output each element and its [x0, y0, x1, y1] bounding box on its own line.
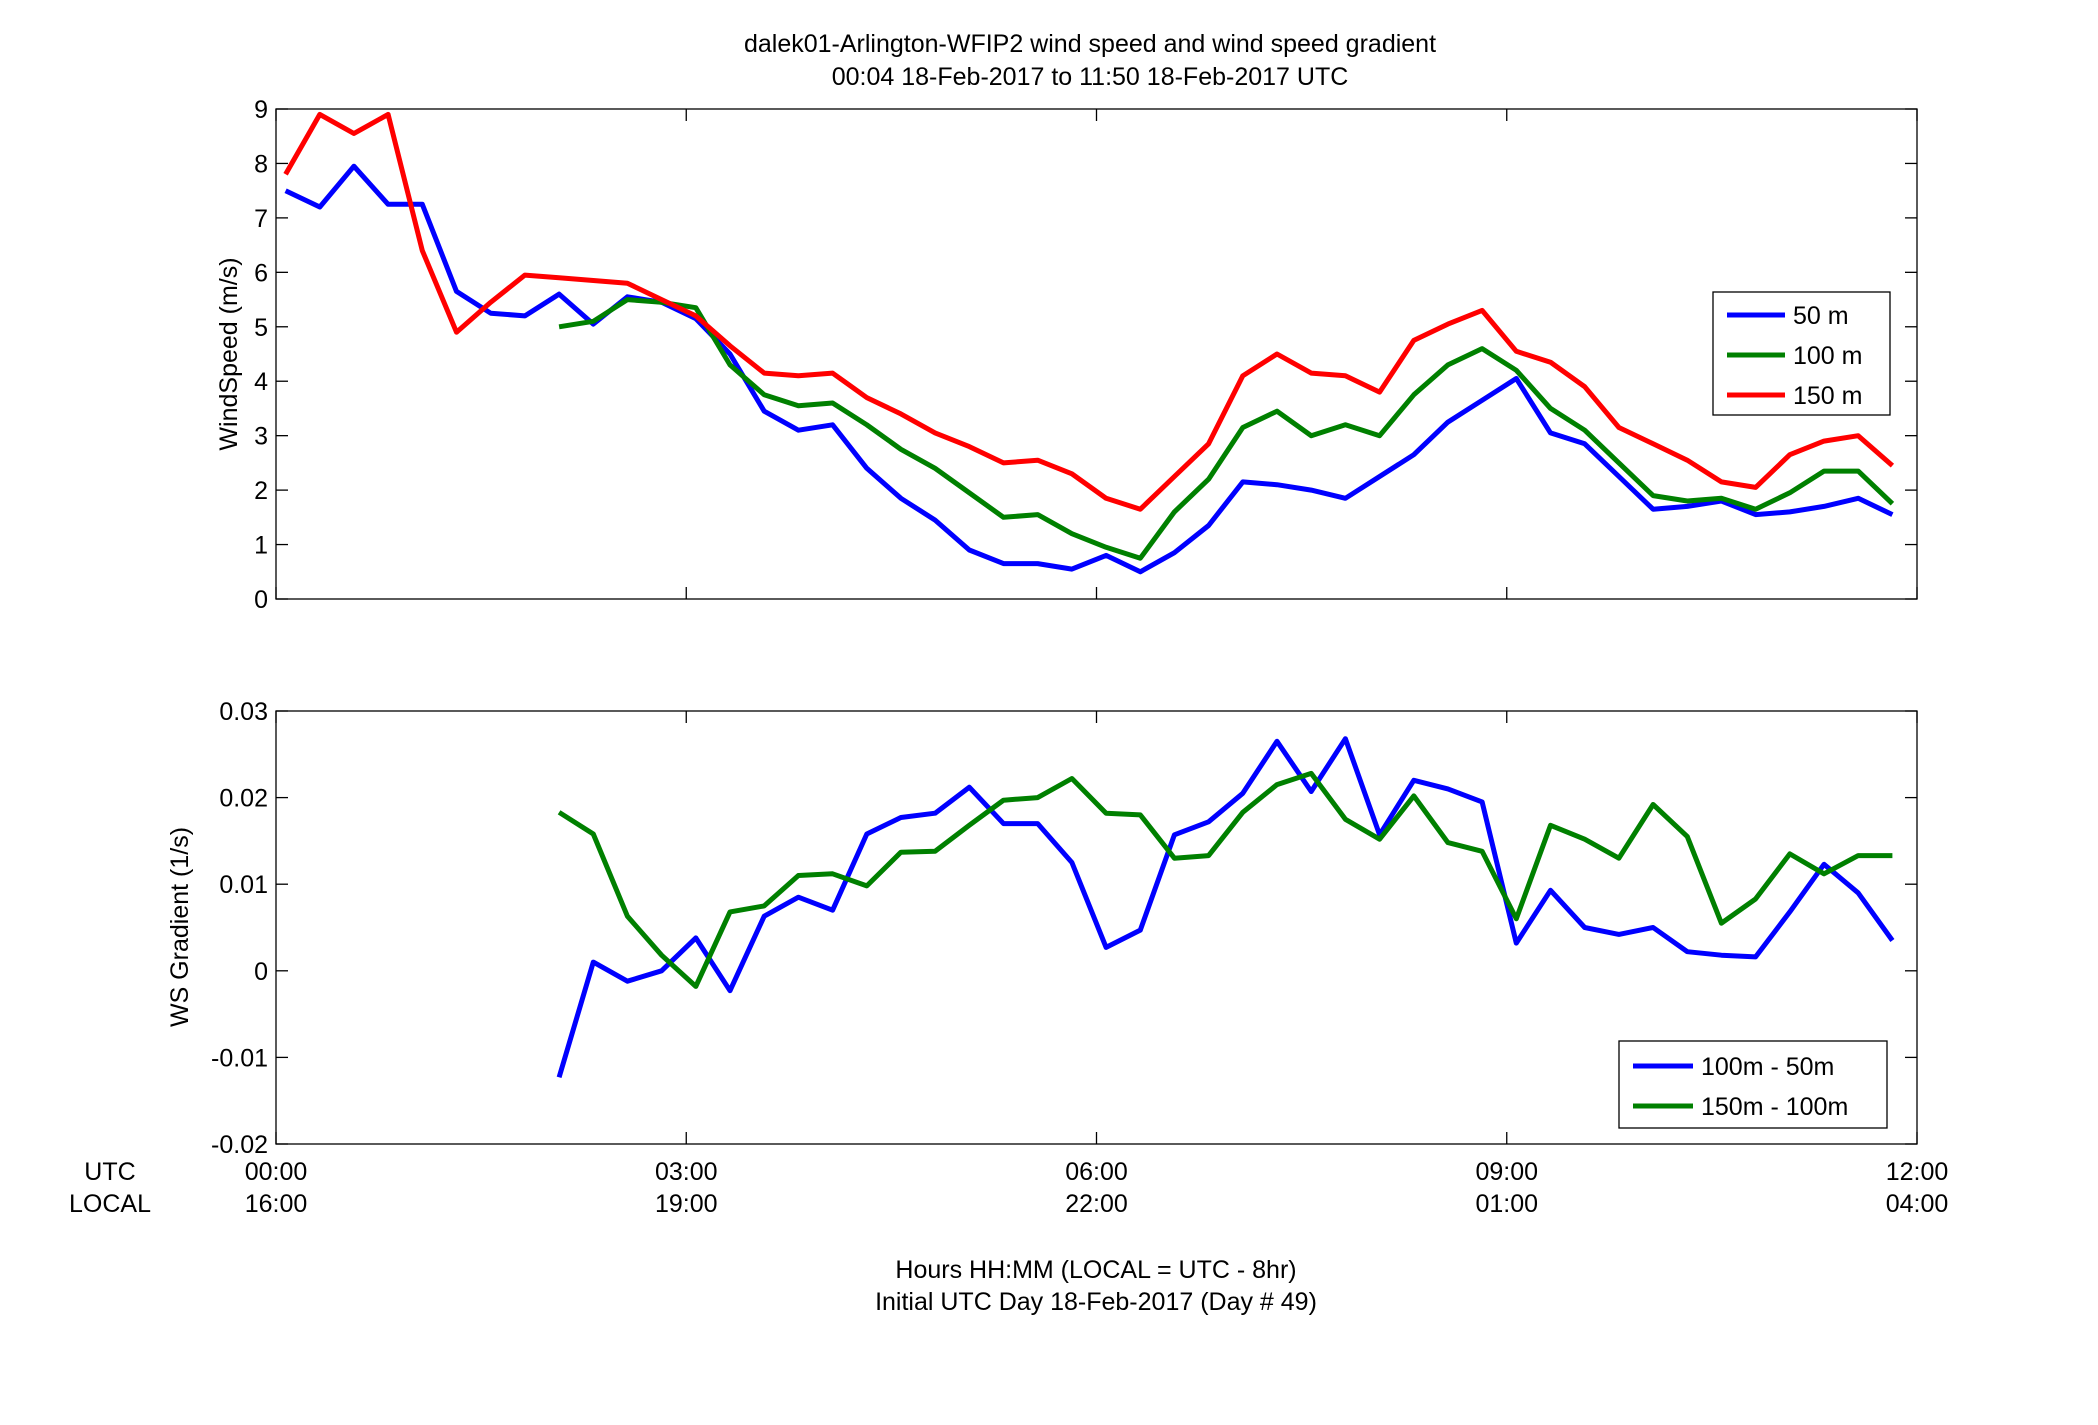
chart-title-line2: 00:04 18-Feb-2017 to 11:50 18-Feb-2017 U…: [832, 63, 1349, 91]
windspeed-series-group: [283, 111, 1895, 575]
xtick-label-utc: 00:00: [245, 1158, 308, 1186]
gradient-ytick-label: -0.02: [211, 1131, 268, 1159]
series-line-100m-50m: [556, 736, 1895, 1079]
windspeed-axes-box: [275, 108, 1918, 600]
gradient-panel: -0.02 -0.01 0 0.01 0.02 0.03 WS Gradient (1/s…: [166, 698, 1918, 1159]
gradient-ytick-label: 0.02: [219, 785, 268, 813]
series-line-100-m: [558, 297, 1895, 561]
gradient-ytick-label: -0.01: [211, 1044, 268, 1072]
xtick-label-local: 04:00: [1886, 1190, 1949, 1218]
windspeed-legend: 50 m 100 m 150 m: [1712, 291, 1891, 416]
legend-label-100m: 100 m: [1793, 342, 1862, 370]
legend-label-150m: 150 m: [1793, 382, 1862, 410]
windspeed-ytick-label: 0: [254, 586, 268, 614]
xtick-label-local: 19:00: [655, 1190, 718, 1218]
xtick-label-local: 16:00: [245, 1190, 308, 1218]
windspeed-panel: 0 1 2 3 4 5 6 7 8 9 WindSpeed (m/s) 50 m 100 m 15…: [215, 96, 1918, 614]
legend-label-100m-50m: 100m - 50m: [1701, 1053, 1834, 1081]
row-label-local: LOCAL: [69, 1190, 151, 1218]
x-axis-label-line1: Hours HH:MM (LOCAL = UTC - 8hr): [895, 1256, 1296, 1284]
xtick-label-utc: 09:00: [1475, 1158, 1538, 1186]
windspeed-ytick-label: 6: [254, 259, 268, 287]
series-line-150m-100m: [557, 770, 1893, 989]
windspeed-ytick-label: 7: [254, 205, 268, 233]
series-line-50-m: [284, 163, 1894, 575]
row-label-utc: UTC: [84, 1158, 135, 1186]
gradient-legend: 100m - 50m 150m - 100m: [1618, 1040, 1888, 1129]
gradient-x-axis: [275, 711, 1918, 1144]
gradient-y-axis: -0.02 -0.01 0 0.01 0.02 0.03: [211, 698, 1917, 1159]
gradient-ytick-label: 0.01: [219, 871, 268, 899]
legend-label-150m-100m: 150m - 100m: [1701, 1093, 1848, 1121]
windspeed-y-label: WindSpeed (m/s): [215, 257, 243, 450]
windspeed-ytick-label: 9: [254, 96, 268, 124]
xtick-label-local: 22:00: [1065, 1190, 1128, 1218]
gradient-series-group: [556, 736, 1895, 1079]
windspeed-ytick-label: 8: [254, 150, 268, 178]
windspeed-ytick-label: 1: [254, 532, 268, 560]
windspeed-ytick-label: 5: [254, 314, 268, 342]
windspeed-ytick-label: 4: [254, 368, 268, 396]
chart-title-line1: dalek01-Arlington-WFIP2 wind speed and w…: [744, 30, 1436, 58]
gradient-y-label: WS Gradient (1/s): [166, 827, 194, 1027]
windspeed-ytick-label: 3: [254, 423, 268, 451]
xtick-label-local: 01:00: [1475, 1190, 1538, 1218]
x-tick-labels: 00:00 16:00 03:00 19:00 06:00 22:00 09:00 01:00…: [245, 1158, 1949, 1218]
windspeed-x-axis: [275, 109, 1918, 599]
windspeed-y-axis: 0 1 2 3 4 5 6 7 8 9: [254, 96, 1917, 614]
xtick-label-utc: 12:00: [1886, 1158, 1949, 1186]
xtick-label-utc: 03:00: [655, 1158, 718, 1186]
legend-label-50m: 50 m: [1793, 302, 1849, 330]
windspeed-ytick-label: 2: [254, 477, 268, 505]
gradient-ytick-label: 0: [254, 958, 268, 986]
series-line-150-m: [283, 111, 1895, 512]
gradient-ytick-label: 0.03: [219, 698, 268, 726]
x-axis-label-line2: Initial UTC Day 18-Feb-2017 (Day # 49): [875, 1288, 1317, 1316]
xtick-label-utc: 06:00: [1065, 1158, 1128, 1186]
gradient-legend-box: [1618, 1040, 1888, 1129]
